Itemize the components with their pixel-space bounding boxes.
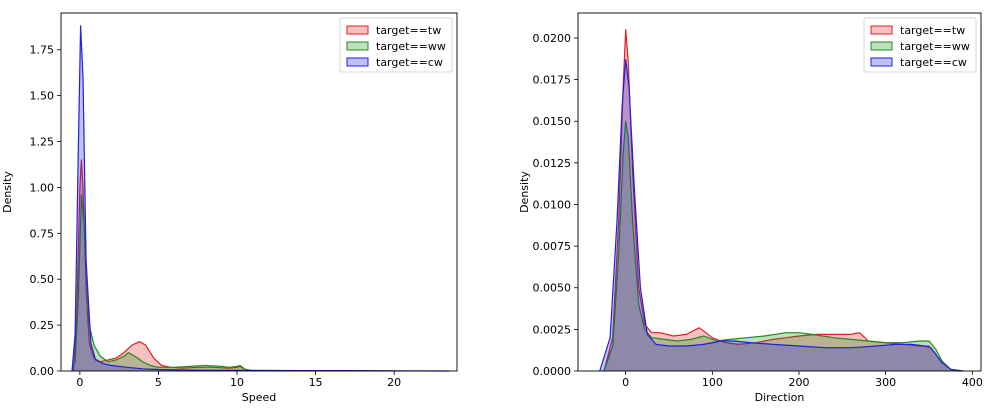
- x-tick-label: 0: [76, 376, 83, 389]
- x-tick-label: 400: [962, 376, 983, 389]
- x-tick-label: 15: [309, 376, 323, 389]
- legend-swatch: [870, 41, 893, 51]
- legend-label: target==ww: [376, 40, 446, 53]
- plot-frame: [60, 12, 458, 372]
- legend-swatch: [870, 25, 893, 35]
- legend-label: target==cw: [900, 56, 967, 69]
- x-tick-label: 300: [875, 376, 896, 389]
- y-axis-label: Density: [1, 171, 14, 213]
- y-tick-label: 1.75: [30, 44, 55, 57]
- direction-density-chart: 0 100 200 300 400 0.0000 0.0025 0.0050 0.0075 0.0…: [518, 12, 983, 404]
- series-area-0: [604, 29, 960, 371]
- legend-label: target==cw: [376, 56, 443, 69]
- legend-swatch: [870, 57, 893, 67]
- series-line-0: [603, 29, 960, 372]
- y-tick-label: 0.0025: [533, 323, 572, 336]
- series-line-2: [599, 59, 964, 372]
- y-tick-label: 0.0000: [533, 365, 572, 378]
- y-tick-label: 0.75: [30, 227, 55, 240]
- x-tick-label: 200: [789, 376, 810, 389]
- y-tick-label: 0.0175: [533, 74, 572, 87]
- x-tick-label: 20: [387, 376, 401, 389]
- x-axis-label: Speed: [242, 391, 276, 404]
- x-tick-label: 10: [230, 376, 244, 389]
- legend-swatch: [346, 57, 369, 67]
- legend: target==tw target==ww target==cw: [863, 17, 977, 73]
- y-tick-label: 0.25: [30, 319, 55, 332]
- series-area-2: [599, 59, 964, 371]
- y-tick-label: 0.0075: [533, 240, 572, 253]
- series-line-2: [71, 25, 450, 372]
- series-line-1: [71, 194, 253, 372]
- x-tick-label: 100: [702, 376, 723, 389]
- y-tick-label: 0.0150: [533, 115, 572, 128]
- series-area-1: [72, 194, 253, 371]
- legend-swatch: [346, 25, 369, 35]
- y-tick-label: 0.0200: [533, 32, 572, 45]
- series-line-0: [73, 159, 253, 372]
- series-area-2: [72, 25, 450, 372]
- legend: target==tw target==ww target==cw: [339, 17, 453, 73]
- legend-label: target==tw: [900, 24, 965, 37]
- y-tick-label: 1.00: [30, 181, 55, 194]
- x-axis-label: Direction: [755, 391, 805, 404]
- y-axis-label: Density: [518, 171, 531, 213]
- speed-density-chart: 0 5 10 15 20 0.00 0.25 0.50 0.75 1.00 1.25 1.50 1.75…: [1, 12, 458, 404]
- y-tick-label: 0.50: [30, 273, 55, 286]
- series-area-0: [73, 159, 253, 371]
- legend-swatch: [346, 41, 369, 51]
- x-tick-label: 5: [155, 376, 162, 389]
- legend-label: target==tw: [376, 24, 441, 37]
- y-tick-label: 0.0050: [533, 282, 572, 295]
- x-tick-label: 0: [622, 376, 629, 389]
- legend-label: target==ww: [900, 40, 970, 53]
- y-tick-label: 1.25: [30, 136, 55, 149]
- y-tick-label: 1.50: [30, 90, 55, 103]
- y-tick-label: 0.00: [30, 365, 55, 378]
- plot-frame: [577, 12, 982, 372]
- series-line-1: [603, 120, 960, 372]
- y-tick-label: 0.0125: [533, 157, 572, 170]
- y-tick-label: 0.0100: [533, 198, 572, 211]
